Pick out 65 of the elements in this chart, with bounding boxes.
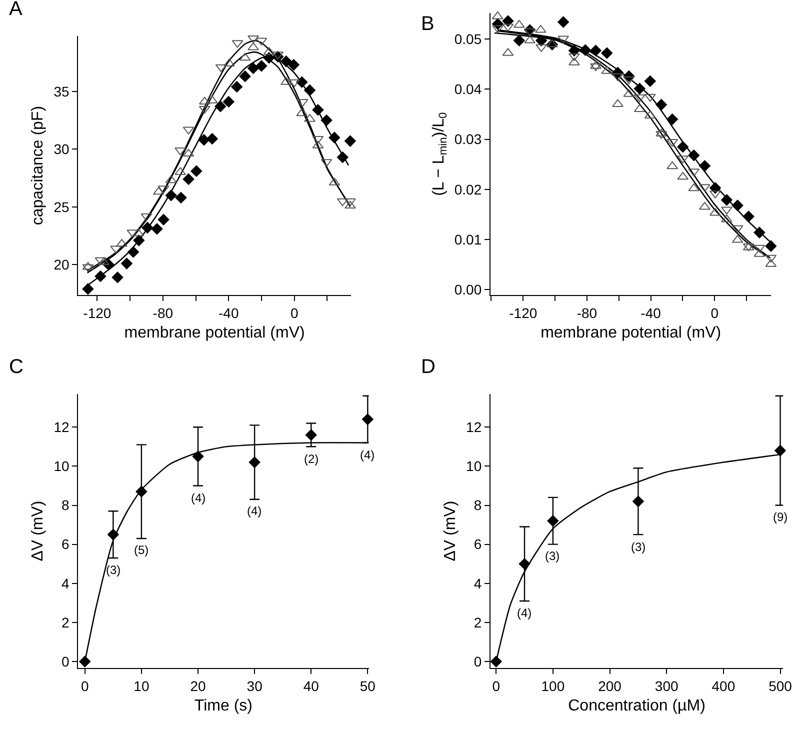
annotation: (3) xyxy=(106,563,121,577)
x-axis-title: Time (s) xyxy=(194,698,252,715)
x-tick-label: -40 xyxy=(218,304,239,321)
annotation: (9) xyxy=(773,510,788,524)
x-axis-title: membrane potential (mV) xyxy=(124,324,305,342)
y-tick-label: 6 xyxy=(62,536,70,552)
annotation: (5) xyxy=(134,543,149,557)
y-tick-label: 10 xyxy=(466,458,482,474)
x-axis-title: Concentration (µM) xyxy=(568,698,706,715)
x-tick-label: 400 xyxy=(712,678,736,694)
annotation: (3) xyxy=(545,549,560,563)
y-tick-label: 25 xyxy=(54,198,70,215)
y-tick-label: 0 xyxy=(474,653,482,670)
annotation: (3) xyxy=(631,540,646,554)
y-tick-label: 0.02 xyxy=(454,181,482,198)
y-tick-label: 20 xyxy=(54,256,70,273)
x-tick-label: 0 xyxy=(710,304,719,321)
x-tick-label: 100 xyxy=(541,678,565,694)
x-tick-label: 0 xyxy=(492,678,500,694)
annotation: (4) xyxy=(247,504,262,518)
x-tick-label: 500 xyxy=(768,678,792,694)
y-tick-label: 0.03 xyxy=(454,131,482,148)
x-tick-label: 10 xyxy=(134,678,150,694)
y-axis-title: ΔV (mV) xyxy=(442,500,459,562)
x-tick-label: 20 xyxy=(190,678,206,694)
y-tick-label: 10 xyxy=(54,458,70,474)
x-tick-label: 50 xyxy=(360,678,376,694)
y-tick-label: 12 xyxy=(54,419,70,436)
y-tick-label: 4 xyxy=(62,575,70,592)
x-tick-label: 0 xyxy=(290,304,298,321)
x-tick-label: -40 xyxy=(640,304,662,321)
x-tick-label: -120 xyxy=(83,304,112,321)
x-tick-label: 0 xyxy=(81,678,90,694)
x-axis-title: membrane potential (mV) xyxy=(540,324,722,342)
y-tick-label: 8 xyxy=(62,497,70,514)
y-tick-label: 2 xyxy=(62,614,70,630)
chart-title: D xyxy=(421,356,436,378)
y-tick-label: 2 xyxy=(474,614,482,630)
y-tick-label: 35 xyxy=(54,83,70,100)
x-tick-label: 30 xyxy=(246,678,263,694)
y-tick-label: 0.00 xyxy=(454,282,482,298)
y-tick-label: 0 xyxy=(62,653,70,670)
y-tick-label: 12 xyxy=(466,419,482,436)
y-axis-title: capacitance (pF) xyxy=(30,106,47,226)
annotation: (2) xyxy=(304,452,319,466)
x-tick-label: 200 xyxy=(598,678,622,694)
chart-title: C xyxy=(9,356,24,378)
chart-title: B xyxy=(421,13,434,35)
annotation: (4) xyxy=(191,491,206,505)
annotation: (4) xyxy=(360,448,375,462)
x-tick-label: -120 xyxy=(509,304,538,321)
y-tick-label: 0.01 xyxy=(454,231,482,248)
x-tick-label: -80 xyxy=(152,304,174,321)
x-tick-label: -80 xyxy=(576,304,598,321)
y-tick-label: 8 xyxy=(474,497,482,514)
x-tick-label: 40 xyxy=(303,678,320,694)
y-tick-label: 30 xyxy=(54,141,70,158)
annotation: (4) xyxy=(517,606,532,620)
y-axis-title: ΔV (mV) xyxy=(30,500,47,562)
y-tick-label: 4 xyxy=(474,575,482,592)
chart-title: A xyxy=(9,0,23,20)
x-tick-label: 300 xyxy=(654,678,678,694)
y-tick-label: 6 xyxy=(474,536,482,552)
y-tick-label: 0.05 xyxy=(454,30,482,47)
y-tick-label: 0.04 xyxy=(454,81,482,98)
